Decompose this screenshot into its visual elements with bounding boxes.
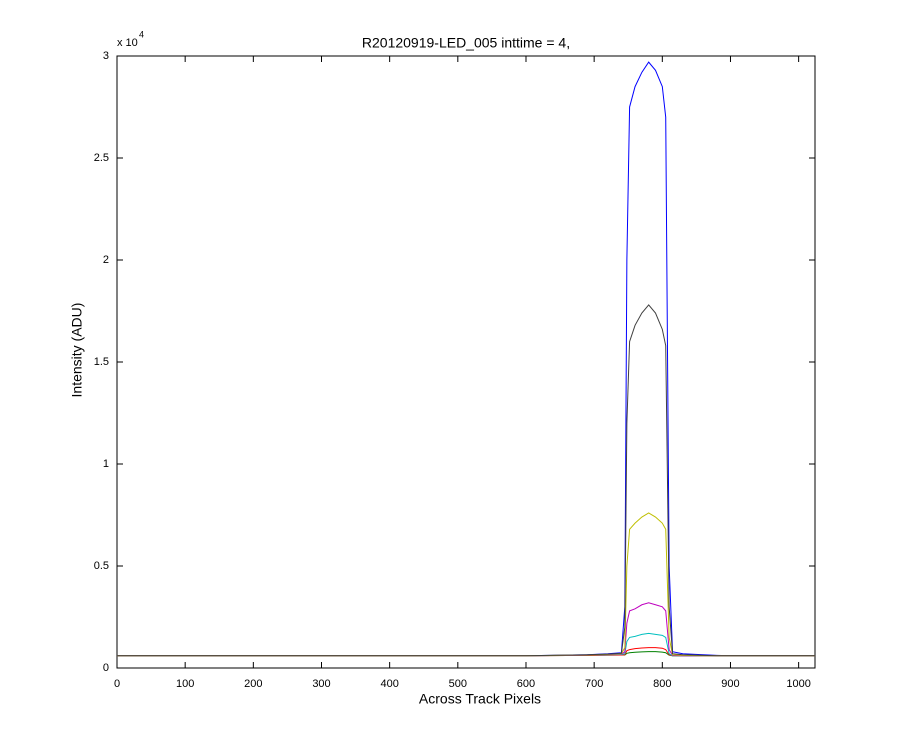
x-tick-label: 900 <box>721 678 739 690</box>
y-tick-label: 0 <box>103 662 109 674</box>
y-tick-label: 1.5 <box>94 356 109 368</box>
x-axis-label: Across Track Pixels <box>419 691 541 707</box>
x-tick-label: 500 <box>449 678 467 690</box>
plot-box <box>116 55 816 669</box>
y-tick-label: 2.5 <box>94 152 109 164</box>
chart-title: R20120919-LED_005 inttime = 4, <box>362 35 570 51</box>
y-tick-label: 1 <box>103 458 109 470</box>
x-tick-label: 100 <box>176 678 194 690</box>
x-tick-label: 600 <box>517 678 535 690</box>
x-tick-label: 800 <box>653 678 671 690</box>
x-tick-label: 1000 <box>786 678 810 690</box>
series-line <box>117 304 815 657</box>
y-tick-label: 3 <box>103 50 109 62</box>
x-tick-label: 700 <box>585 678 603 690</box>
x-tick-label: 0 <box>114 678 120 690</box>
y-axis-label: Intensity (ADU) <box>69 303 85 398</box>
y-tick-label: 0.5 <box>94 560 109 572</box>
x-tick-label: 300 <box>312 678 330 690</box>
x-tick-label: 400 <box>380 678 398 690</box>
x-tick-label: 200 <box>244 678 262 690</box>
y-multiplier: x 10 <box>117 37 138 49</box>
y-tick-label: 2 <box>103 254 109 266</box>
y-multiplier-exponent: 4 <box>139 29 144 39</box>
